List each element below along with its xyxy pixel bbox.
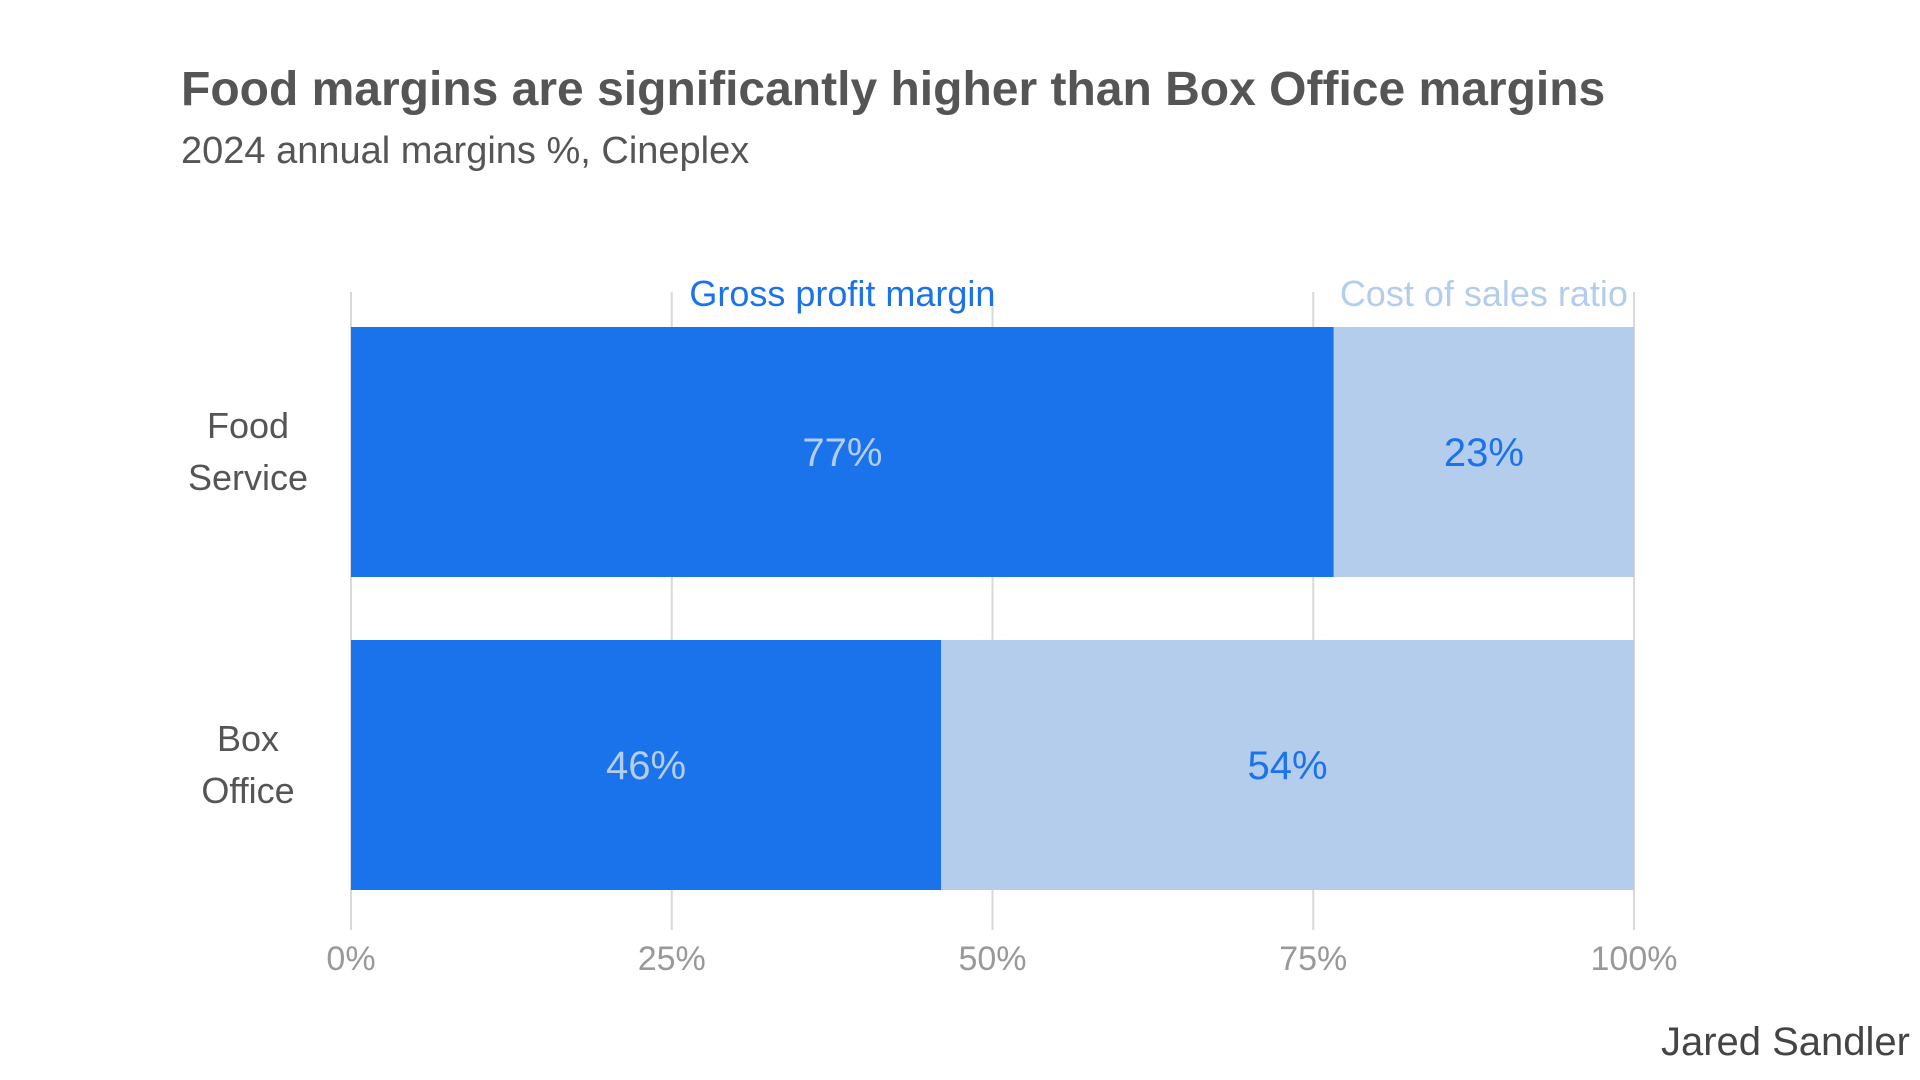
data-label: 77% <box>802 431 882 475</box>
author-credit: Jared Sandler <box>1660 1020 1910 1064</box>
chart-title: Food margins are significantly higher th… <box>181 63 1606 116</box>
x-tick-label: 25% <box>638 940 706 978</box>
chart-subtitle: 2024 annual margins %, Cineplex <box>181 130 750 172</box>
data-label: 23% <box>1444 431 1524 475</box>
x-tick-label: 75% <box>1279 940 1347 978</box>
series-legend-label: Cost of sales ratio <box>1340 273 1628 314</box>
bar-cost-of-sales <box>941 640 1634 890</box>
bar-gross-profit <box>351 640 942 890</box>
x-tick-label: 50% <box>958 940 1026 978</box>
category-label: Service <box>188 457 308 498</box>
category-label: Office <box>201 770 294 811</box>
x-tick-label: 0% <box>326 940 375 978</box>
x-tick-label: 100% <box>1591 940 1678 978</box>
category-label: Food <box>207 405 289 446</box>
bar-gross-profit <box>351 327 1334 577</box>
bar-cost-of-sales <box>1333 327 1634 577</box>
data-label: 46% <box>606 744 686 788</box>
category-label: Box <box>217 718 279 759</box>
data-label: 54% <box>1248 744 1328 788</box>
series-legend-label: Gross profit margin <box>689 273 995 314</box>
